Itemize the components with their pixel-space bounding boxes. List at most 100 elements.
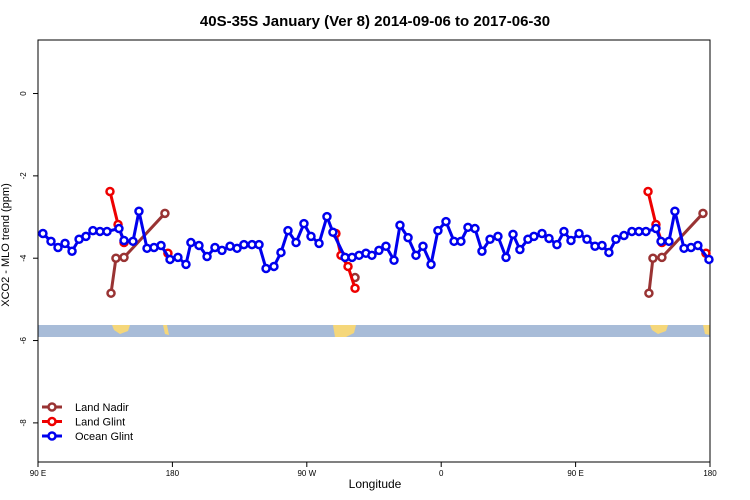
data-point bbox=[239, 239, 249, 250]
data-point bbox=[105, 186, 115, 197]
data-point bbox=[322, 211, 332, 222]
land-shape bbox=[333, 325, 356, 337]
data-point bbox=[470, 223, 480, 234]
data-point bbox=[648, 253, 658, 263]
data-point bbox=[67, 246, 77, 256]
data-point bbox=[493, 231, 503, 242]
legend-marker bbox=[47, 416, 57, 427]
data-point bbox=[314, 238, 324, 249]
legend-marker bbox=[47, 402, 57, 412]
data-point bbox=[656, 236, 666, 247]
data-point bbox=[276, 247, 286, 258]
data-point bbox=[395, 220, 405, 231]
data-point bbox=[202, 251, 212, 262]
data-point bbox=[134, 206, 144, 217]
data-point bbox=[367, 250, 377, 261]
data-point bbox=[306, 231, 316, 242]
legend-label: Land Glint bbox=[75, 417, 125, 429]
y-tick-label: -4 bbox=[19, 254, 28, 262]
data-point bbox=[186, 237, 196, 248]
legend-label: Ocean Glint bbox=[75, 431, 133, 443]
data-point bbox=[328, 227, 338, 238]
data-point bbox=[389, 255, 399, 266]
data-point bbox=[194, 240, 204, 251]
data-point bbox=[374, 245, 384, 256]
chart-title: 40S-35S January (Ver 8) 2014-09-06 to 20… bbox=[200, 13, 550, 30]
x-tick-label: 180 bbox=[703, 469, 717, 478]
data-point bbox=[582, 234, 592, 245]
series-line bbox=[41, 210, 711, 271]
land-shape bbox=[650, 325, 668, 334]
data-point bbox=[485, 234, 495, 245]
land-strip bbox=[38, 325, 710, 337]
data-point bbox=[611, 234, 621, 245]
data-point bbox=[119, 252, 129, 263]
data-point bbox=[403, 232, 413, 243]
data-point bbox=[698, 208, 708, 219]
data-point bbox=[418, 241, 428, 252]
data-point bbox=[38, 228, 48, 239]
data-point bbox=[456, 236, 466, 247]
data-point bbox=[181, 259, 191, 270]
data-point bbox=[693, 240, 703, 251]
data-point bbox=[574, 228, 584, 239]
data-point bbox=[53, 242, 63, 253]
data-point bbox=[411, 250, 421, 261]
data-point bbox=[343, 261, 353, 272]
ocean-band bbox=[38, 325, 710, 337]
data-point bbox=[643, 186, 653, 197]
y-tick-label: 0 bbox=[19, 91, 28, 96]
data-point bbox=[217, 245, 227, 256]
data-point bbox=[381, 241, 391, 252]
x-tick-label: 180 bbox=[166, 469, 180, 478]
data-point bbox=[114, 223, 124, 234]
y-axis-label: XCO2 - MLO trend (ppm) bbox=[0, 183, 12, 306]
data-point bbox=[657, 252, 667, 263]
data-point bbox=[106, 288, 116, 298]
data-point bbox=[102, 226, 112, 237]
data-point bbox=[508, 229, 518, 240]
data-point bbox=[119, 235, 129, 246]
data-point bbox=[269, 261, 279, 272]
land-shape bbox=[703, 325, 710, 335]
y-tick-label: -8 bbox=[19, 419, 28, 427]
data-point bbox=[651, 223, 661, 234]
data-point bbox=[128, 236, 138, 247]
data-point bbox=[433, 225, 443, 236]
land-shape bbox=[112, 325, 130, 334]
data-point bbox=[529, 231, 539, 242]
legend-marker bbox=[47, 431, 57, 441]
data-point bbox=[537, 228, 547, 239]
data-point bbox=[619, 230, 629, 241]
data-point bbox=[261, 263, 271, 274]
data-point bbox=[477, 246, 487, 256]
x-tick-label: 90 E bbox=[567, 469, 583, 478]
data-point bbox=[81, 231, 91, 242]
data-point bbox=[165, 254, 175, 265]
data-point bbox=[156, 240, 166, 251]
data-point bbox=[552, 239, 562, 250]
data-point bbox=[664, 236, 674, 247]
x-tick-label: 0 bbox=[439, 469, 444, 478]
data-point bbox=[644, 288, 654, 298]
data-point bbox=[604, 247, 614, 258]
x-tick-label: 90 W bbox=[297, 469, 316, 478]
data-point bbox=[160, 208, 170, 219]
data-point bbox=[566, 235, 576, 246]
data-point bbox=[559, 226, 569, 237]
data-point bbox=[283, 225, 293, 236]
y-tick-label: -2 bbox=[19, 172, 28, 180]
data-point bbox=[544, 233, 554, 244]
data-point bbox=[597, 240, 607, 251]
legend-label: Land Nadir bbox=[75, 402, 129, 414]
data-point bbox=[60, 238, 70, 249]
data-point bbox=[46, 236, 56, 247]
y-tick-label: -6 bbox=[19, 336, 28, 344]
x-tick-label: 90 E bbox=[30, 469, 46, 478]
data-point bbox=[441, 216, 451, 227]
data-point bbox=[704, 254, 714, 265]
series-line bbox=[109, 212, 705, 294]
data-point bbox=[232, 243, 242, 254]
data-point bbox=[641, 226, 651, 237]
